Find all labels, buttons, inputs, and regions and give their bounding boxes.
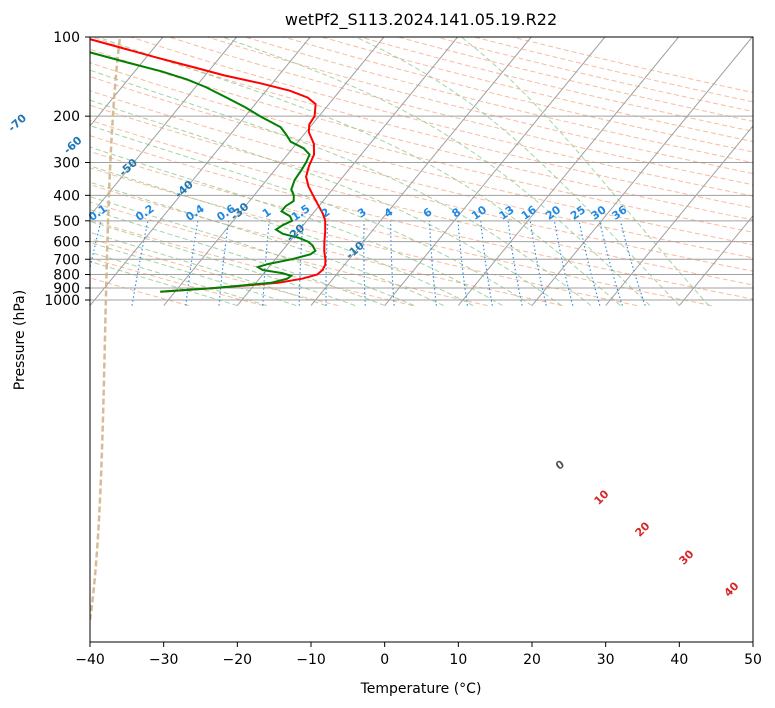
x-tick-label: 10 [449, 652, 467, 668]
x-tick-label: 40 [670, 652, 688, 668]
mixing-ratio-label: 16 [519, 203, 539, 223]
isotherm-line [310, 37, 532, 306]
moist-adiabat-label: 0 [553, 457, 567, 472]
isotherm-line [0, 37, 16, 306]
x-tick-label: −20 [223, 652, 253, 668]
mixing-ratio-line [507, 220, 523, 306]
moist-adiabat-line [460, 37, 710, 306]
mixing-ratio-line [390, 220, 395, 306]
y-tick-label: 800 [53, 268, 80, 284]
grid-layer [0, 37, 753, 621]
mixing-ratio-label: 6 [421, 205, 435, 220]
x-tick-label: −30 [149, 652, 179, 668]
isotherm-label: -70 [6, 111, 30, 134]
x-tick-label: 20 [523, 652, 541, 668]
dry-adiabat-line [90, 201, 488, 307]
moist-adiabat-line [355, 37, 680, 306]
dry-adiabat-line [436, 37, 753, 113]
y-tick-label: 900 [53, 281, 80, 297]
y-tick-label: 300 [53, 155, 80, 171]
isotherm-line [90, 37, 164, 127]
dry-adiabat-line [90, 75, 753, 246]
moist-adiabat-line [90, 181, 444, 307]
temperature-trace [90, 38, 327, 293]
mixing-ratio-label: 3 [355, 205, 369, 220]
mixing-ratio-label: 20 [543, 203, 563, 223]
isotherm-line [384, 37, 606, 306]
mixing-ratio-label: 13 [497, 203, 517, 222]
y-tick-label: 400 [53, 188, 80, 204]
dry-adiabat-line [512, 37, 753, 94]
mixing-ratio-line [90, 220, 102, 271]
y-tick-label: 200 [53, 109, 80, 125]
dry-adiabat-label: 40 [722, 579, 742, 599]
moist-adiabat-line [90, 69, 592, 306]
isotherm-label: -60 [61, 134, 85, 157]
dry-adiabat-label: 10 [592, 487, 612, 507]
dry-adiabat-label: 30 [677, 547, 697, 567]
mixing-ratio-label: 30 [589, 203, 609, 223]
moist-adiabat-line [90, 260, 238, 307]
mixing-ratio-line [480, 220, 493, 306]
dry-adiabat-line [90, 150, 712, 307]
y-axis-label: Pressure (hPa) [12, 290, 28, 390]
dry-adiabat-line [90, 257, 264, 307]
mixing-ratio-line [131, 220, 149, 306]
dewpoint-trace [90, 51, 317, 293]
x-tick-label: 30 [597, 652, 615, 668]
dry-adiabat-line [90, 238, 339, 307]
dry-adiabat-line [90, 184, 563, 307]
y-tick-label: 600 [53, 235, 80, 251]
moist-adiabat-line [90, 99, 562, 306]
dry-adiabat-line [90, 48, 753, 221]
mixing-ratio-line [363, 220, 366, 306]
mixing-ratio-label: 1 [260, 205, 274, 220]
plot-frame [89, 36, 754, 643]
moist-adiabat-line [97, 37, 621, 306]
dry-adiabat-line [90, 135, 753, 300]
dry-adiabat-line [90, 90, 753, 259]
isotherm-line [752, 304, 753, 306]
mixing-ratio-line [578, 220, 601, 306]
mixing-ratio-line [529, 220, 547, 306]
x-tick-label: −40 [75, 652, 105, 668]
dry-adiabat-line [90, 277, 189, 307]
dry-adiabat-line [92, 37, 753, 209]
mixing-ratio-label: 36 [609, 203, 629, 223]
mixing-ratio-label: 10 [469, 203, 489, 223]
moist-adiabat-line [90, 196, 415, 307]
isotherm-line [531, 37, 753, 306]
isotherm-line [236, 37, 458, 306]
y-tick-label: 500 [53, 214, 80, 230]
y-tick-label: 100 [53, 30, 80, 46]
axis-layer: −40 −30 −20 −10 0 10 20 30 40 5010020030040050060… [44, 30, 762, 668]
dry-adiabat-line [283, 37, 753, 153]
x-axis-label: Temperature (°C) [360, 681, 482, 697]
boundary-curve [90, 37, 122, 621]
dry-adiabat-label: 20 [633, 519, 653, 539]
isotherm-line [605, 125, 753, 306]
mixing-ratio-line [599, 220, 623, 306]
isotherm-line [457, 37, 679, 306]
moist-adiabat-line [222, 37, 651, 306]
isotherm-line [163, 37, 385, 306]
isotherm-line [90, 37, 311, 306]
x-tick-label: −10 [296, 652, 326, 668]
dry-adiabat-line [90, 119, 753, 286]
x-tick-label: 50 [744, 652, 762, 668]
moist-adiabat-line [90, 125, 533, 306]
dry-adiabat-line [90, 167, 638, 307]
isotherm-line [678, 214, 753, 306]
moist-adiabat-line [90, 165, 474, 307]
y-tick-label: 1000 [44, 293, 80, 309]
series-layer [90, 38, 327, 293]
chart-title: wetPf2_S113.2024.141.05.19.R22 [285, 10, 557, 30]
x-tick-label: 0 [380, 652, 389, 668]
y-tick-label: 700 [53, 252, 80, 268]
mixing-ratio-label: 2 [319, 205, 333, 220]
mixing-ratio-line [619, 220, 646, 306]
moist-adiabat-line [90, 241, 297, 307]
isotherm-line [90, 37, 237, 217]
